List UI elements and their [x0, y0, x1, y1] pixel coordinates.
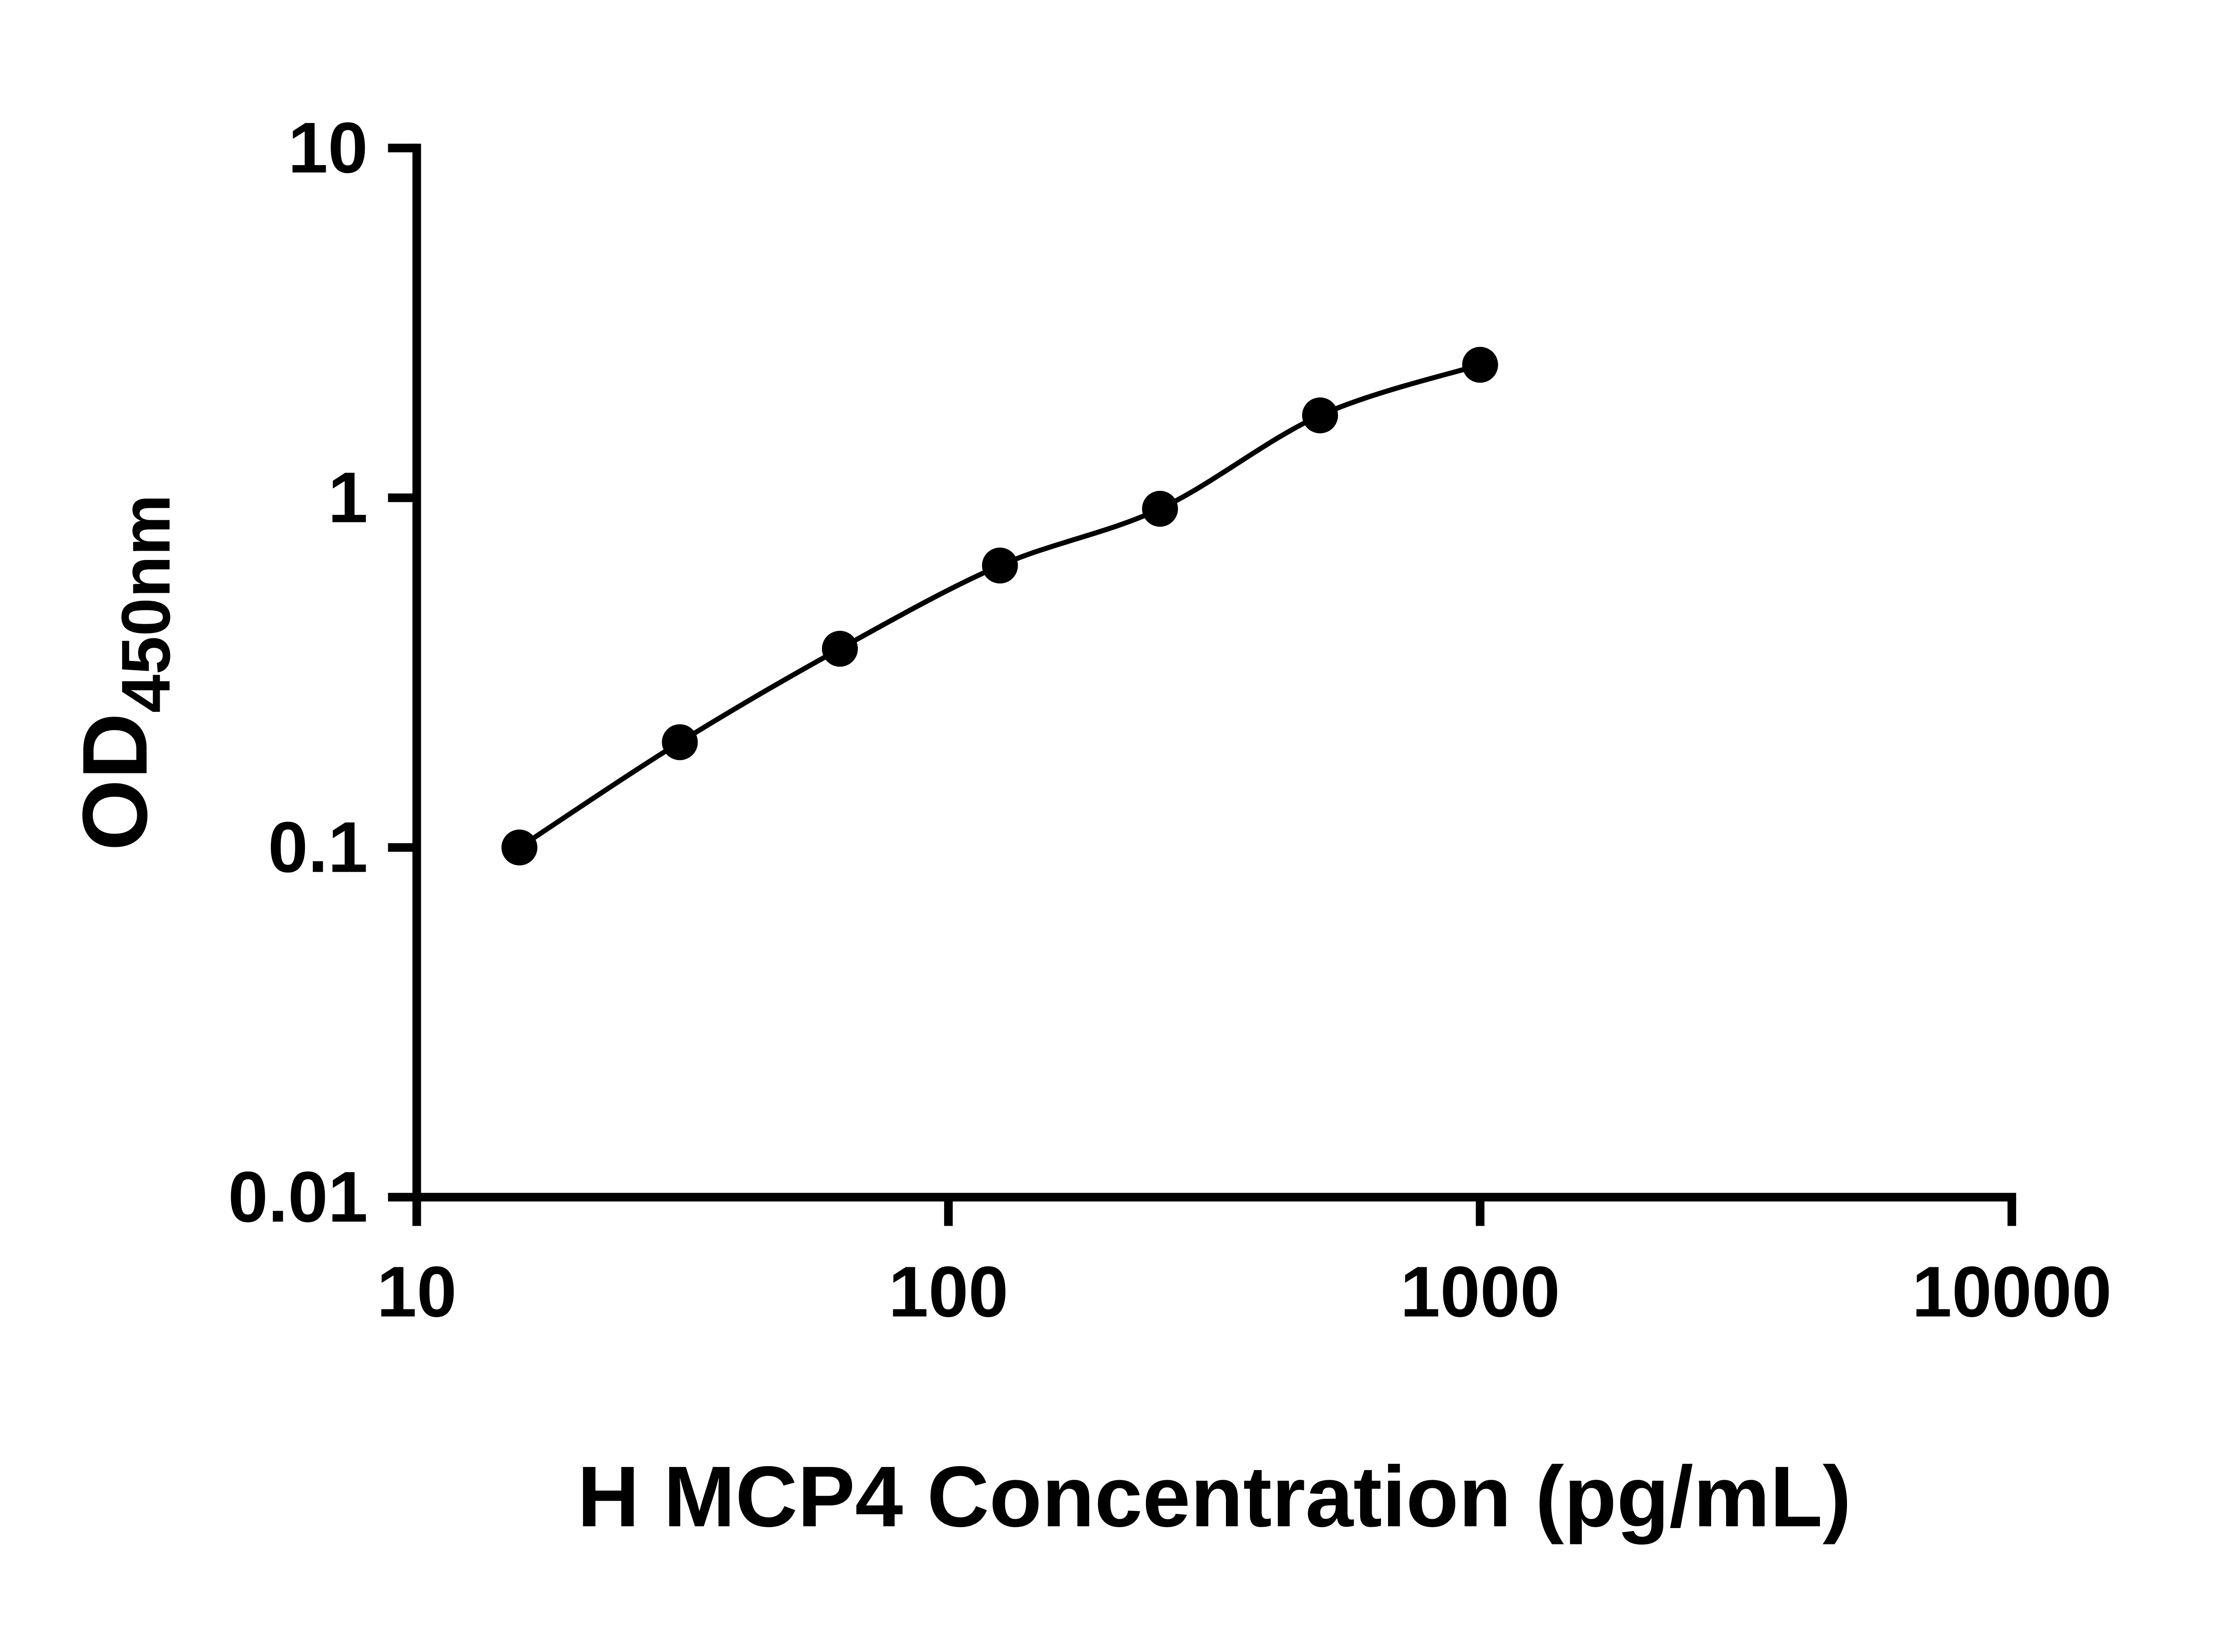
data-point: [982, 547, 1018, 584]
data-point: [1142, 490, 1178, 527]
y-tick-label: 10: [288, 108, 368, 188]
x-tick-label: 10: [377, 1252, 457, 1332]
data-point: [1462, 347, 1498, 383]
data-point: [1302, 397, 1338, 433]
data-point: [501, 829, 538, 866]
data-point: [662, 724, 698, 760]
x-tick-label: 100: [888, 1252, 1008, 1332]
x-axis-title: H MCP4 Concentration (pg/mL): [577, 1449, 1851, 1545]
x-tick-label: 10000: [1912, 1252, 2112, 1332]
y-axis-title-subscript: 450nm: [108, 494, 185, 713]
y-tick-label: 0.01: [228, 1157, 368, 1237]
y-axis-title-main: OD: [64, 713, 166, 851]
fit-curve: [518, 362, 1481, 850]
y-axis-title: OD450nm: [64, 494, 185, 851]
plot-layer: 10 100 1000 10000 0.01 0.1 1 10: [228, 108, 2112, 1332]
chart-canvas: 10 100 1000 10000 0.01 0.1 1 10 H MCP4 Concentr…: [64, 108, 2112, 1545]
x-tick-label: 1000: [1400, 1252, 1560, 1332]
data-point: [822, 631, 858, 667]
y-tick-label: 0.1: [268, 807, 368, 888]
y-tick-label: 1: [328, 458, 368, 538]
elisa-standard-curve-chart: 10 100 1000 10000 0.01 0.1 1 10 H MCP4 Concentr…: [64, 108, 2112, 1545]
